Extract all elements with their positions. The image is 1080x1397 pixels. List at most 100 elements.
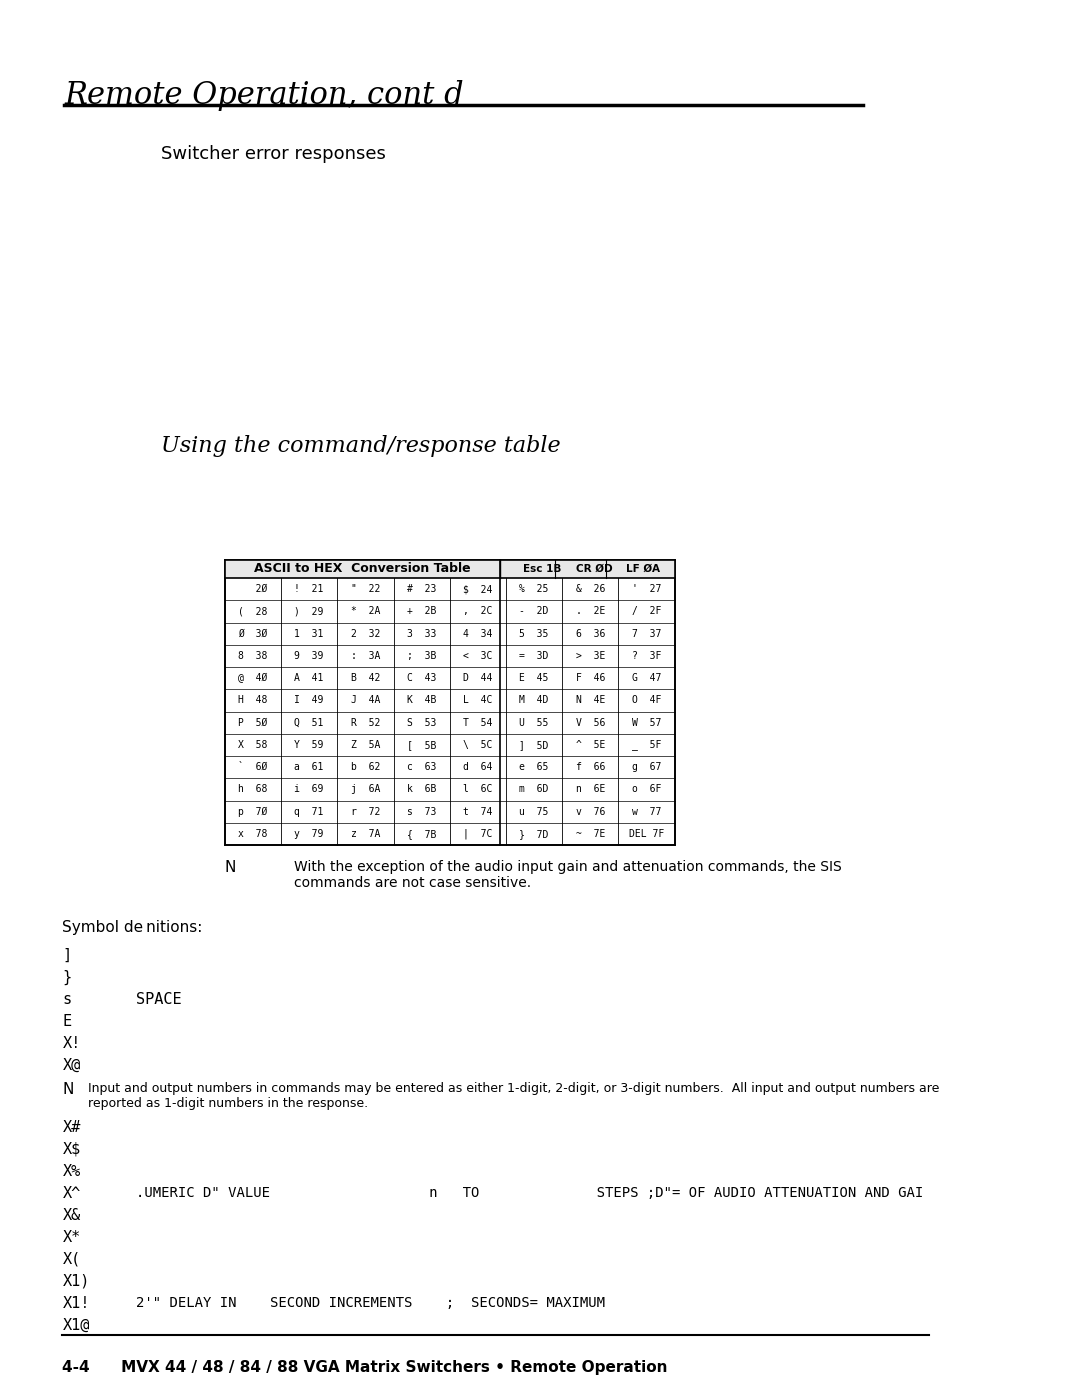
Text: 3  33: 3 33 (407, 629, 436, 638)
Text: X1): X1) (63, 1274, 90, 1289)
Text: X^: X^ (63, 1186, 81, 1201)
Text: l  6C: l 6C (463, 784, 492, 795)
Text: C  43: C 43 (407, 673, 436, 683)
Text: Z  5A: Z 5A (351, 740, 380, 750)
Text: o  6F: o 6F (632, 784, 661, 795)
Text: D  44: D 44 (463, 673, 492, 683)
Text: i  69: i 69 (295, 784, 324, 795)
Text: N: N (225, 861, 237, 875)
Text: v  76: v 76 (576, 806, 605, 817)
Bar (225, 560, 675, 845)
Text: X&: X& (63, 1208, 81, 1222)
Text: P  5Ø: P 5Ø (239, 718, 268, 728)
Text: ~  7E: ~ 7E (576, 828, 605, 838)
Text: Remote Operation, cont d: Remote Operation, cont d (64, 80, 464, 110)
Text: 5  35: 5 35 (519, 629, 549, 638)
Text: X*: X* (63, 1229, 81, 1245)
Text: >  3E: > 3E (576, 651, 605, 661)
Text: ]: ] (63, 949, 71, 963)
Text: -  2D: - 2D (519, 606, 549, 616)
Text: u  75: u 75 (519, 806, 549, 817)
Text: [  5B: [ 5B (407, 740, 436, 750)
Text: ]  5D: ] 5D (519, 740, 549, 750)
Text: E  45: E 45 (519, 673, 549, 683)
Text: X  58: X 58 (239, 740, 268, 750)
Text: ^  5E: ^ 5E (576, 740, 605, 750)
Text: s: s (63, 992, 71, 1007)
Text: f  66: f 66 (576, 763, 605, 773)
Text: X%: X% (63, 1164, 81, 1179)
Text: With the exception of the audio input gain and attenuation commands, the SIS
com: With the exception of the audio input ga… (294, 861, 841, 890)
Text: w  77: w 77 (632, 806, 661, 817)
Text: p  7Ø: p 7Ø (239, 806, 268, 817)
Text: V  56: V 56 (576, 718, 605, 728)
Text: .  2E: . 2E (576, 606, 605, 616)
Text: Y  59: Y 59 (295, 740, 324, 750)
Text: e  65: e 65 (519, 763, 549, 773)
Text: W  57: W 57 (632, 718, 661, 728)
Text: x  78: x 78 (239, 828, 268, 838)
Text: )  29: ) 29 (295, 606, 324, 616)
Text: 4  34: 4 34 (463, 629, 492, 638)
Text: X1!: X1! (63, 1296, 90, 1310)
Text: q  71: q 71 (295, 806, 324, 817)
Text: 2  32: 2 32 (351, 629, 380, 638)
Text: R  52: R 52 (351, 718, 380, 728)
Text: Using the command/response table: Using the command/response table (161, 434, 561, 457)
Text: <  3C: < 3C (463, 651, 492, 661)
Text: O  4F: O 4F (632, 696, 661, 705)
Text: 2Ø: 2Ø (239, 584, 268, 594)
Text: Ø  3Ø: Ø 3Ø (239, 629, 268, 638)
Text: X(: X( (63, 1252, 81, 1267)
Text: 6  36: 6 36 (576, 629, 605, 638)
Text: {  7B: { 7B (407, 828, 436, 838)
Text: S  53: S 53 (407, 718, 436, 728)
Text: E: E (63, 1014, 71, 1030)
Text: m  6D: m 6D (519, 784, 549, 795)
Text: c  63: c 63 (407, 763, 436, 773)
Text: |  7C: | 7C (463, 828, 492, 840)
Text: ;  3B: ; 3B (407, 651, 436, 661)
Text: j  6A: j 6A (351, 784, 380, 795)
Text: +  2B: + 2B (407, 606, 436, 616)
Text: G  47: G 47 (632, 673, 661, 683)
Text: I  49: I 49 (295, 696, 324, 705)
Text: T  54: T 54 (463, 718, 492, 728)
Text: SPACE: SPACE (136, 992, 181, 1007)
Text: X$: X$ (63, 1141, 81, 1157)
Text: 1  31: 1 31 (295, 629, 324, 638)
Text: X@: X@ (63, 1058, 81, 1073)
Text: Input and output numbers in commands may be entered as either 1-digit, 2-digit, : Input and output numbers in commands may… (89, 1083, 940, 1111)
Bar (225, 560, 675, 578)
Text: 7  37: 7 37 (632, 629, 661, 638)
Text: `  6Ø: ` 6Ø (239, 763, 268, 773)
Text: !  21: ! 21 (295, 584, 324, 594)
Text: Switcher error responses: Switcher error responses (161, 145, 386, 163)
Text: U  55: U 55 (519, 718, 549, 728)
Text: J  4A: J 4A (351, 696, 380, 705)
Text: 8  38: 8 38 (239, 651, 268, 661)
Text: }  7D: } 7D (519, 828, 549, 838)
Text: d  64: d 64 (463, 763, 492, 773)
Text: X1@: X1@ (63, 1317, 90, 1333)
Text: \  5C: \ 5C (463, 740, 492, 750)
Text: b  62: b 62 (351, 763, 380, 773)
Text: t  74: t 74 (463, 806, 492, 817)
Text: a  61: a 61 (295, 763, 324, 773)
Text: CR ØD: CR ØD (577, 564, 613, 574)
Text: Q  51: Q 51 (295, 718, 324, 728)
Text: Symbol de nitions:: Symbol de nitions: (63, 921, 203, 935)
Text: r  72: r 72 (351, 806, 380, 817)
Text: ,  2C: , 2C (463, 606, 492, 616)
Text: _  5F: _ 5F (632, 739, 661, 750)
Text: 4-4      MVX 44 / 48 / 84 / 88 VGA Matrix Switchers • Remote Operation: 4-4 MVX 44 / 48 / 84 / 88 VGA Matrix Swi… (63, 1361, 667, 1375)
Text: .UMERIC D" VALUE                   n   TO              STEPS ;D"= OF AUDIO ATTEN: .UMERIC D" VALUE n TO STEPS ;D"= OF AUDI… (136, 1186, 923, 1200)
Text: #  23: # 23 (407, 584, 436, 594)
Text: "  22: " 22 (351, 584, 380, 594)
Text: s  73: s 73 (407, 806, 436, 817)
Text: @  4Ø: @ 4Ø (239, 673, 268, 683)
Text: ASCII to HEX  Conversion Table: ASCII to HEX Conversion Table (254, 563, 471, 576)
Text: $  24: $ 24 (463, 584, 492, 594)
Text: =  3D: = 3D (519, 651, 549, 661)
Text: g  67: g 67 (632, 763, 661, 773)
